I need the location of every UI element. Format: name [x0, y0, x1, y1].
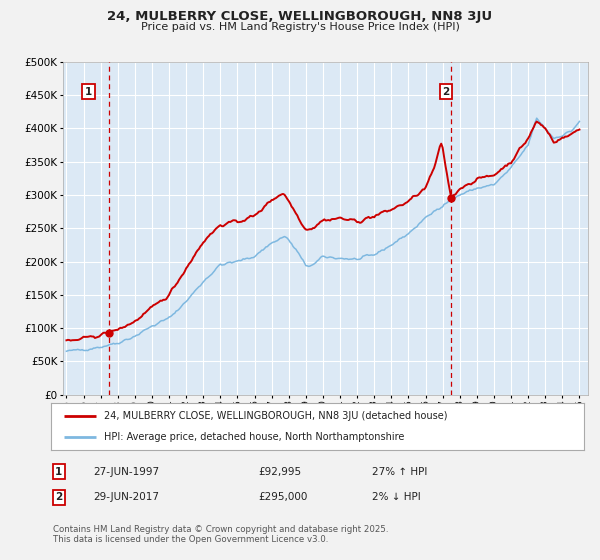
Text: 27-JUN-1997: 27-JUN-1997	[93, 466, 159, 477]
Text: Price paid vs. HM Land Registry's House Price Index (HPI): Price paid vs. HM Land Registry's House …	[140, 22, 460, 32]
Text: Contains HM Land Registry data © Crown copyright and database right 2025.
This d: Contains HM Land Registry data © Crown c…	[53, 525, 388, 544]
Text: £295,000: £295,000	[258, 492, 307, 502]
Text: 24, MULBERRY CLOSE, WELLINGBOROUGH, NN8 3JU (detached house): 24, MULBERRY CLOSE, WELLINGBOROUGH, NN8 …	[104, 410, 448, 421]
Text: 27% ↑ HPI: 27% ↑ HPI	[372, 466, 427, 477]
Text: 29-JUN-2017: 29-JUN-2017	[93, 492, 159, 502]
Text: £92,995: £92,995	[258, 466, 301, 477]
Text: 1: 1	[85, 87, 92, 96]
Text: HPI: Average price, detached house, North Northamptonshire: HPI: Average price, detached house, Nort…	[104, 432, 404, 442]
Text: 1: 1	[55, 466, 62, 477]
Text: 2% ↓ HPI: 2% ↓ HPI	[372, 492, 421, 502]
Text: 2: 2	[442, 87, 449, 96]
Text: 2: 2	[55, 492, 62, 502]
Text: 24, MULBERRY CLOSE, WELLINGBOROUGH, NN8 3JU: 24, MULBERRY CLOSE, WELLINGBOROUGH, NN8 …	[107, 10, 493, 23]
